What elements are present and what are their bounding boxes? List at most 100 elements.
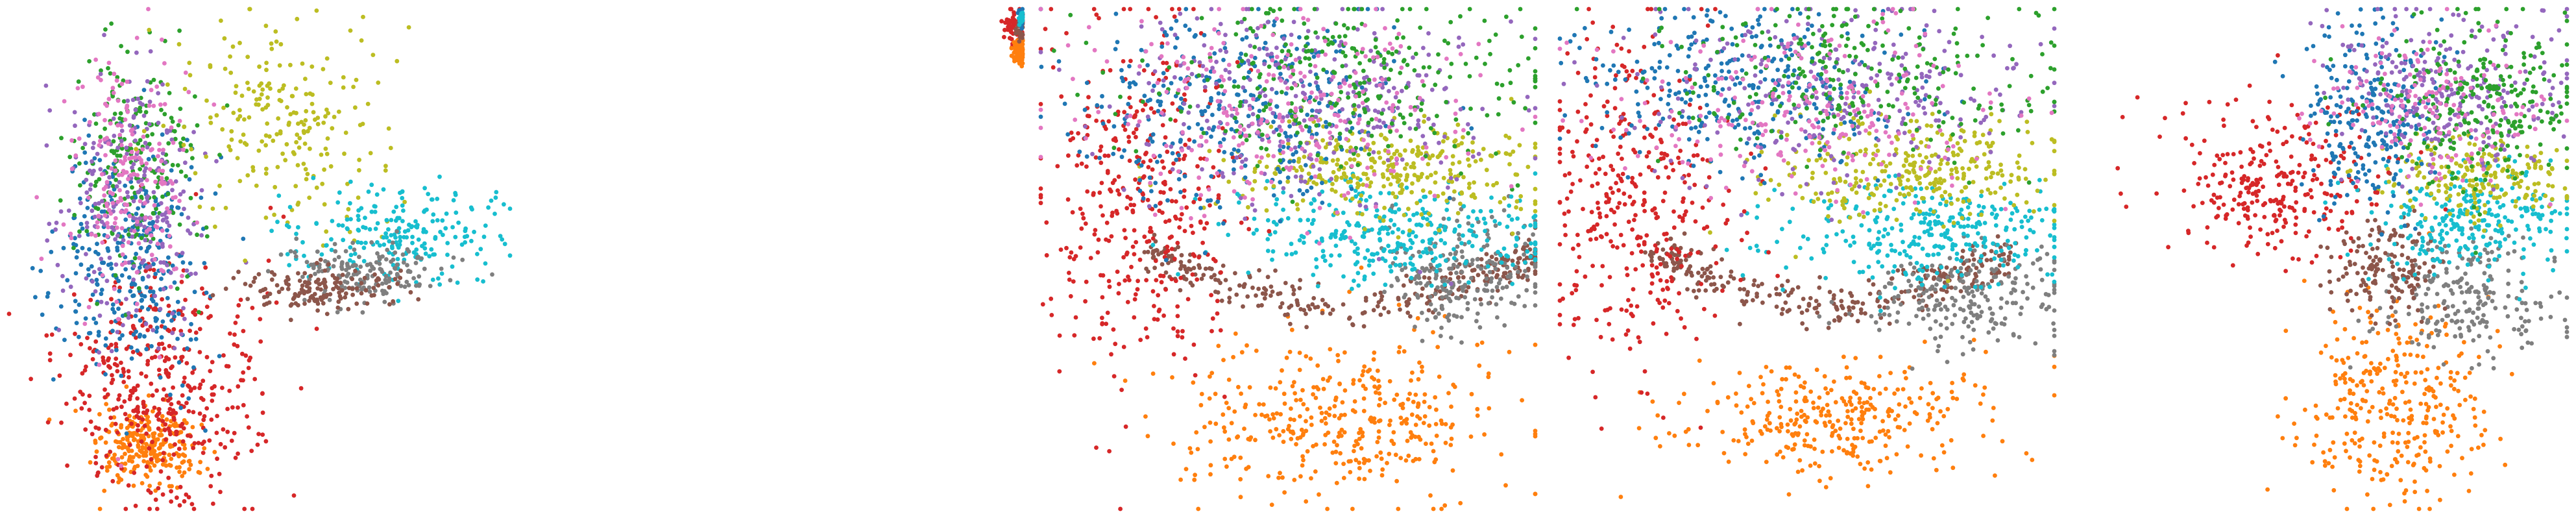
scatter-point [1169,144,1174,149]
scatter-point [1432,460,1437,465]
scatter-point [367,227,372,232]
scatter-point [1387,89,1391,93]
scatter-point [1134,240,1139,245]
scatter-point [1510,258,1515,264]
scatter-point [114,225,119,230]
scatter-point [176,400,181,405]
scatter-point [486,205,491,210]
scatter-point [171,423,176,428]
scatter-point [188,195,193,201]
scatter-point [1457,279,1462,284]
scatter-point [1396,295,1401,301]
scatter-point [368,151,373,156]
scatter-point [1424,301,1429,306]
scatter-point [1180,328,1185,334]
scatter-point [1470,154,1476,159]
scatter-point [1233,271,1237,276]
scatter-point [223,286,228,291]
scatter-point [1236,384,1241,389]
scatter-point [1355,176,1360,180]
scatter-point [229,438,234,443]
scatter-point [1270,257,1274,262]
scatter-point [1243,163,1248,168]
scatter-point [1127,278,1132,282]
scatter-point [1507,203,1512,208]
scatter-point [1458,500,1463,506]
scatter-point [284,223,289,228]
scatter-point [1335,443,1339,448]
scatter-point [1392,58,1396,64]
scatter-point [1254,349,1259,353]
scatter-point [99,291,104,297]
scatter-point [275,165,280,169]
scatter-point [1375,368,1380,373]
scatter-point [316,269,321,274]
scatter-point [57,373,62,378]
scatter-point [1095,103,1100,108]
scatter-point [1481,216,1487,221]
scatter-point [159,108,164,112]
scatter-point [1394,392,1400,397]
scatter-point [1067,255,1073,260]
scatter-point [60,288,66,293]
scatter-point [1248,435,1254,440]
scatter-point [67,154,73,160]
scatter-point [88,168,92,173]
scatter-point [119,404,124,410]
scatter-point [1388,264,1393,269]
scatter-panel-1 [6,6,513,512]
scatter-point [1355,153,1361,158]
scatter-point [1264,164,1269,169]
scatter-point [182,453,188,458]
scatter-point [1211,165,1216,170]
scatter-point [304,92,309,97]
scatter-point [1475,413,1480,418]
scatter-point [108,211,114,216]
scatter-point [1379,132,1384,138]
scatter-point [1400,157,1405,162]
scatter-point [241,402,246,408]
scatter-point [74,255,79,260]
scatter-point [1173,278,1178,284]
scatter-point [143,215,148,220]
scatter-point [123,158,128,163]
scatter-point [422,266,427,271]
scatter-point [1352,449,1356,454]
scatter-point [1271,23,1276,28]
scatter-point [369,240,374,245]
scatter-point [168,392,173,397]
scatter-point [162,387,166,392]
scatter-point [1334,49,1339,54]
scatter-point [103,440,108,445]
scatter-point [393,250,398,255]
scatter-point [95,282,100,287]
scatter-point [351,84,356,90]
scatter-point [1266,474,1271,478]
scatter-point [80,245,85,251]
scatter-point [353,105,358,110]
scatter-point [180,439,186,444]
scatter-point [1150,139,1155,144]
scatter-point [145,178,149,182]
scatter-point [1084,279,1089,284]
scatter-point [250,506,255,512]
scatter-panel-2 [999,6,1025,69]
scatter-point [131,277,136,282]
scatter-point [1410,240,1415,245]
scatter-point [113,168,118,173]
scatter-point [437,174,442,179]
scatter-point [324,107,329,112]
scatter-point [1263,288,1269,293]
scatter-point [43,83,49,88]
scatter-point [1170,101,1175,106]
scatter-point [1378,238,1383,243]
scatter-point [381,187,386,192]
scatter-point [100,260,104,265]
scatter-point [1433,308,1438,312]
scatter-point [1429,173,1433,178]
scatter-point [1470,140,1475,145]
scatter-point [310,92,315,97]
scatter-point [1132,315,1137,320]
scatter-point [250,165,256,169]
scatter-point [1180,212,1184,217]
